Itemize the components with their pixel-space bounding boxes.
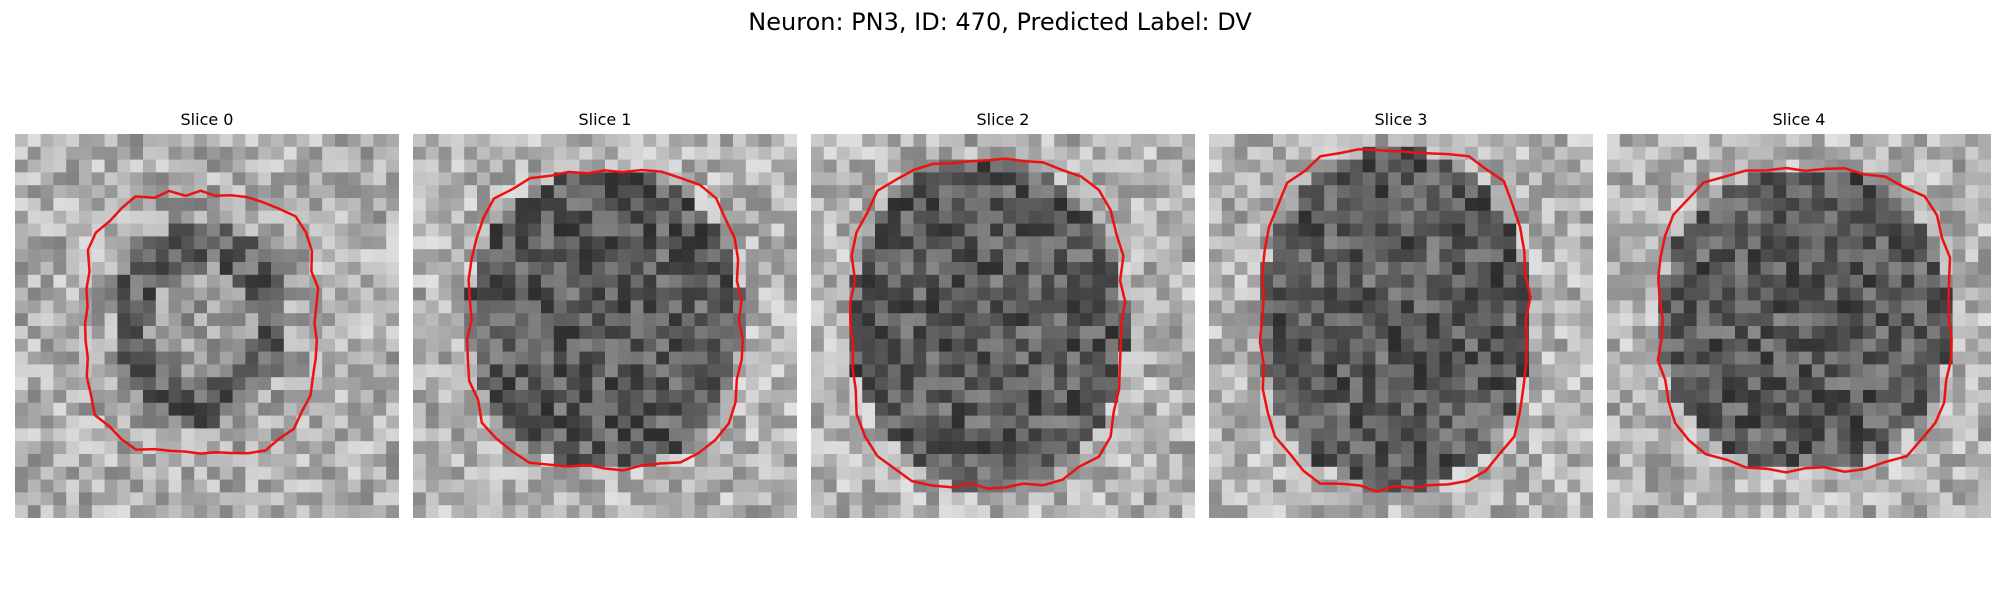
slice-image bbox=[15, 134, 399, 518]
slice-image bbox=[1209, 134, 1593, 518]
slice-micrograph bbox=[1607, 134, 1991, 518]
slice-image bbox=[1607, 134, 1991, 518]
figure-title: Neuron: PN3, ID: 470, Predicted Label: D… bbox=[748, 8, 1252, 36]
slice-panel-2: Slice 2 bbox=[811, 108, 1195, 518]
slice-title: Slice 4 bbox=[1772, 110, 1826, 129]
slice-micrograph bbox=[1209, 134, 1593, 518]
slice-micrograph bbox=[413, 134, 797, 518]
segmentation-contour bbox=[83, 189, 320, 455]
segmentation-contour bbox=[1258, 148, 1532, 493]
slice-image bbox=[413, 134, 797, 518]
slice-panel-4: Slice 4 bbox=[1607, 108, 1991, 518]
slice-panel-3: Slice 3 bbox=[1209, 108, 1593, 518]
segmentation-contour bbox=[465, 168, 745, 472]
slice-panel-0: Slice 0 bbox=[15, 108, 399, 518]
segmentation-contour bbox=[849, 157, 1127, 490]
slice-panel-1: Slice 1 bbox=[413, 108, 797, 518]
slice-title: Slice 3 bbox=[1374, 110, 1428, 129]
slice-image bbox=[811, 134, 1195, 518]
slice-micrograph bbox=[15, 134, 399, 518]
slice-title: Slice 2 bbox=[976, 110, 1030, 129]
slice-title: Slice 1 bbox=[578, 110, 632, 129]
slice-title: Slice 0 bbox=[180, 110, 234, 129]
segmentation-contour bbox=[1656, 166, 1953, 474]
slice-micrograph bbox=[811, 134, 1195, 518]
